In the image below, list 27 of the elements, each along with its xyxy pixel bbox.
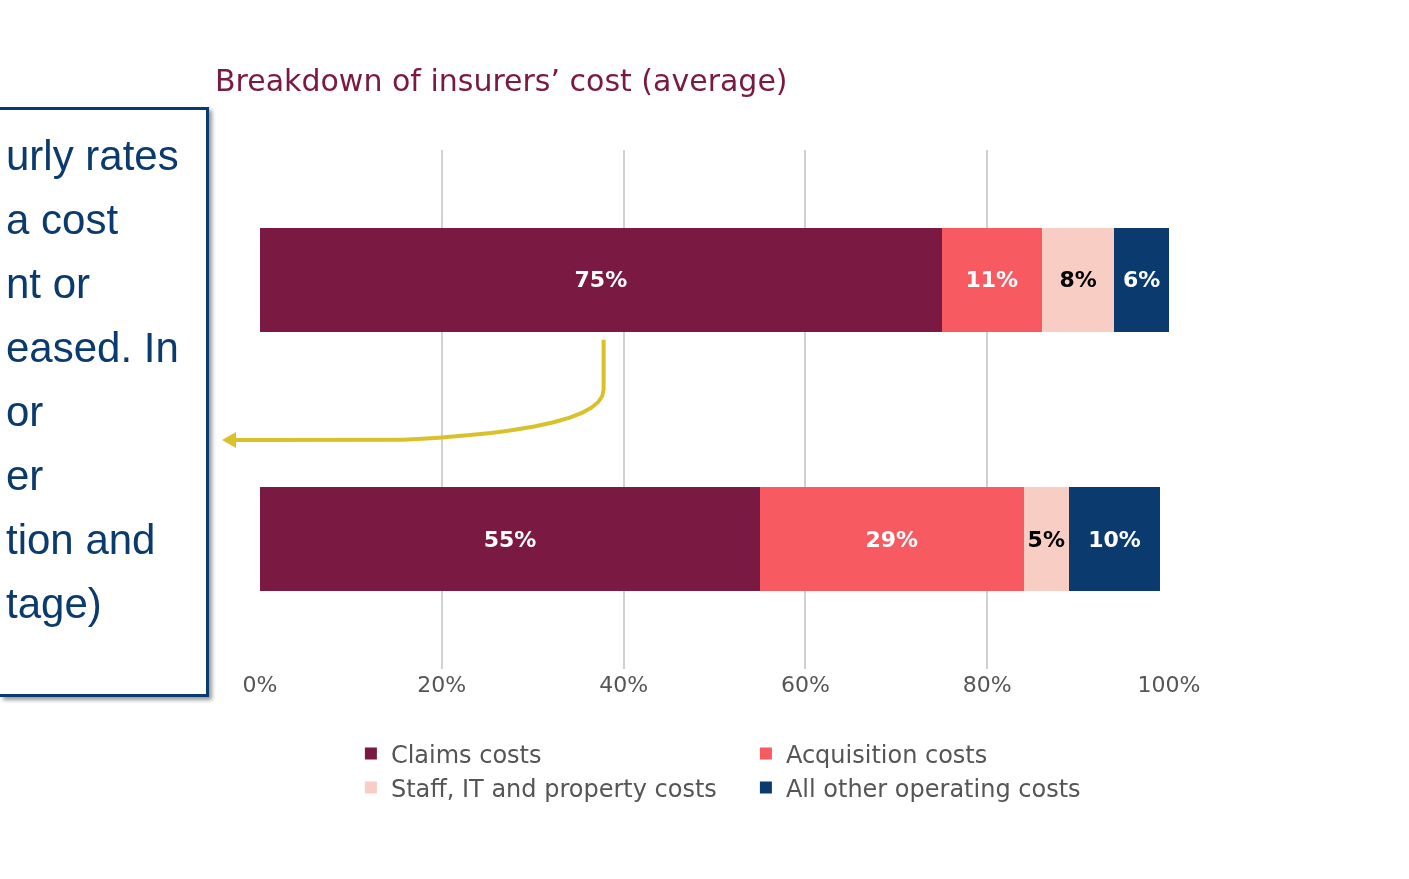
text: 10% — [1088, 526, 1141, 552]
bar — [759, 487, 1024, 592]
legend-label: All other operating costs — [785, 774, 1081, 803]
x-tick-label: 0% — [242, 672, 278, 697]
text: 75% — [574, 267, 628, 293]
chart-title: Breakdown of insurers’ cost (average) — [215, 63, 788, 99]
x-tick-label: 40% — [599, 672, 649, 697]
bar — [1041, 227, 1115, 332]
text: 6% — [1123, 267, 1161, 293]
x-tick-label: 20% — [417, 672, 467, 697]
text: 8% — [1059, 267, 1097, 293]
text: 5% — [1027, 526, 1065, 552]
bar — [941, 227, 1042, 332]
x-tick-label: 60% — [780, 672, 830, 697]
text: 55% — [483, 526, 537, 552]
bar — [260, 227, 942, 332]
bar — [1023, 487, 1070, 592]
legend-label: Staff, IT and property costs — [390, 774, 717, 803]
text: 29% — [865, 526, 919, 552]
bar — [260, 487, 760, 592]
legend-label: Acquisition costs — [785, 740, 988, 769]
x-tick-label: 100% — [1137, 672, 1201, 697]
x-tick-label: 80% — [962, 672, 1012, 697]
bar — [1114, 227, 1169, 332]
text: 11% — [965, 267, 1019, 293]
legend-label: Claims costs — [390, 740, 542, 769]
bar — [1069, 487, 1160, 592]
